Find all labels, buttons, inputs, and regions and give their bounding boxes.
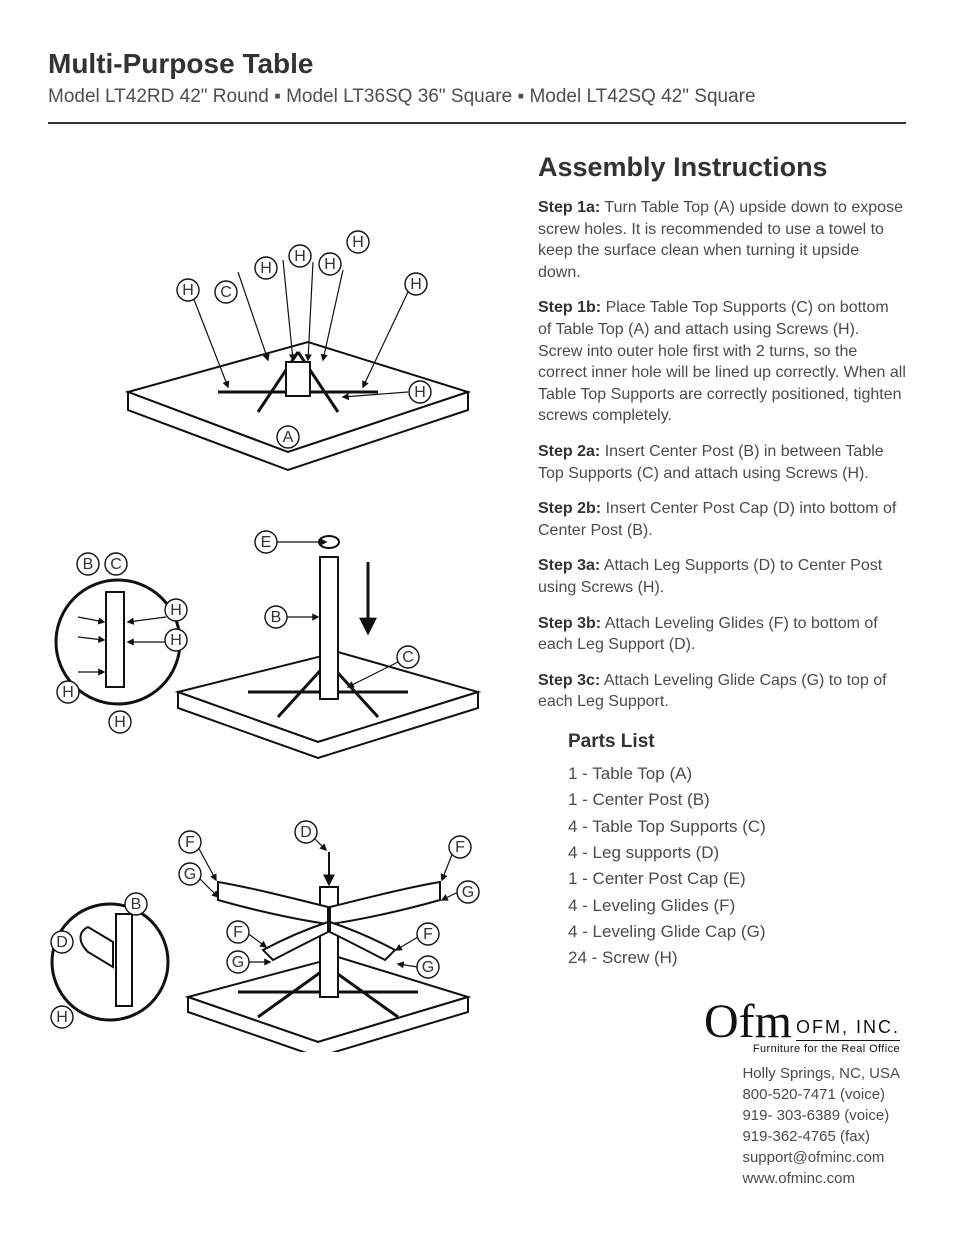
company-logo: OfmOFM, INC. Furniture for the Real Offi… bbox=[704, 1003, 900, 1055]
svg-text:E: E bbox=[261, 534, 272, 551]
svg-text:F: F bbox=[185, 834, 195, 851]
svg-text:H: H bbox=[324, 256, 336, 273]
svg-text:C: C bbox=[220, 284, 232, 301]
svg-text:H: H bbox=[170, 602, 182, 619]
svg-text:B: B bbox=[83, 556, 94, 573]
step-1b: Step 1b: Place Table Top Supports (C) on… bbox=[538, 297, 906, 427]
svg-text:G: G bbox=[184, 866, 196, 883]
parts-item: 1 - Table Top (A) bbox=[568, 761, 906, 787]
svg-text:A: A bbox=[283, 429, 294, 446]
header-rule bbox=[48, 122, 906, 124]
contact-line: 800-520-7471 (voice) bbox=[742, 1084, 900, 1105]
svg-text:H: H bbox=[182, 282, 194, 299]
parts-item: 4 - Table Top Supports (C) bbox=[568, 814, 906, 840]
contact-line: 919-362-4765 (fax) bbox=[742, 1126, 900, 1147]
diagram-column: H C H H H H H A H bbox=[48, 152, 508, 1052]
step-1a: Step 1a: Turn Table Top (A) upside down … bbox=[538, 197, 906, 283]
svg-text:H: H bbox=[56, 1009, 68, 1026]
svg-text:H: H bbox=[410, 276, 422, 293]
svg-text:B: B bbox=[131, 896, 142, 913]
svg-text:H: H bbox=[260, 260, 272, 277]
svg-text:B: B bbox=[271, 609, 282, 626]
svg-text:F: F bbox=[423, 926, 433, 943]
parts-item: 4 - Leveling Glides (F) bbox=[568, 893, 906, 919]
svg-text:H: H bbox=[352, 234, 364, 251]
logo-script: Ofm bbox=[704, 1003, 792, 1041]
logo-caps: OFM, INC. bbox=[796, 1017, 900, 1041]
svg-text:F: F bbox=[455, 839, 465, 856]
step-3b: Step 3b: Attach Leveling Glides (F) to b… bbox=[538, 613, 906, 656]
step-3a: Step 3a: Attach Leg Supports (D) to Cent… bbox=[538, 555, 906, 598]
svg-text:D: D bbox=[300, 824, 312, 841]
svg-text:D: D bbox=[56, 934, 68, 951]
instructions-title: Assembly Instructions bbox=[538, 152, 906, 183]
parts-item: 4 - Leg supports (D) bbox=[568, 840, 906, 866]
svg-text:H: H bbox=[414, 384, 426, 401]
contact-line: www.ofminc.com bbox=[742, 1168, 900, 1189]
svg-text:H: H bbox=[114, 714, 126, 731]
page-title: Multi-Purpose Table bbox=[48, 48, 906, 80]
svg-text:H: H bbox=[62, 684, 74, 701]
contact-block: Holly Springs, NC, USA 800-520-7471 (voi… bbox=[742, 1063, 900, 1189]
parts-item: 4 - Leveling Glide Cap (G) bbox=[568, 919, 906, 945]
parts-item: 1 - Center Post Cap (E) bbox=[568, 866, 906, 892]
svg-text:G: G bbox=[462, 884, 474, 901]
svg-text:H: H bbox=[170, 632, 182, 649]
svg-text:G: G bbox=[422, 959, 434, 976]
parts-title: Parts List bbox=[568, 731, 906, 753]
svg-text:F: F bbox=[233, 924, 243, 941]
contact-line: support@ofminc.com bbox=[742, 1147, 900, 1168]
contact-line: 919- 303-6389 (voice) bbox=[742, 1105, 900, 1126]
parts-item: 24 - Screw (H) bbox=[568, 945, 906, 971]
models-line: Model LT42RD 42" Round ▪ Model LT36SQ 36… bbox=[48, 86, 906, 108]
step-3c: Step 3c: Attach Leveling Glide Caps (G) … bbox=[538, 670, 906, 713]
contact-line: Holly Springs, NC, USA bbox=[742, 1063, 900, 1084]
parts-list: 1 - Table Top (A) 1 - Center Post (B) 4 … bbox=[538, 761, 906, 972]
assembly-diagram: H C H H H H H A H bbox=[48, 152, 508, 1052]
svg-text:G: G bbox=[232, 954, 244, 971]
svg-text:C: C bbox=[402, 649, 414, 666]
step-2a: Step 2a: Insert Center Post (B) in betwe… bbox=[538, 441, 906, 484]
svg-text:C: C bbox=[110, 556, 122, 573]
step-2b: Step 2b: Insert Center Post Cap (D) into… bbox=[538, 498, 906, 541]
parts-item: 1 - Center Post (B) bbox=[568, 787, 906, 813]
svg-text:H: H bbox=[294, 248, 306, 265]
